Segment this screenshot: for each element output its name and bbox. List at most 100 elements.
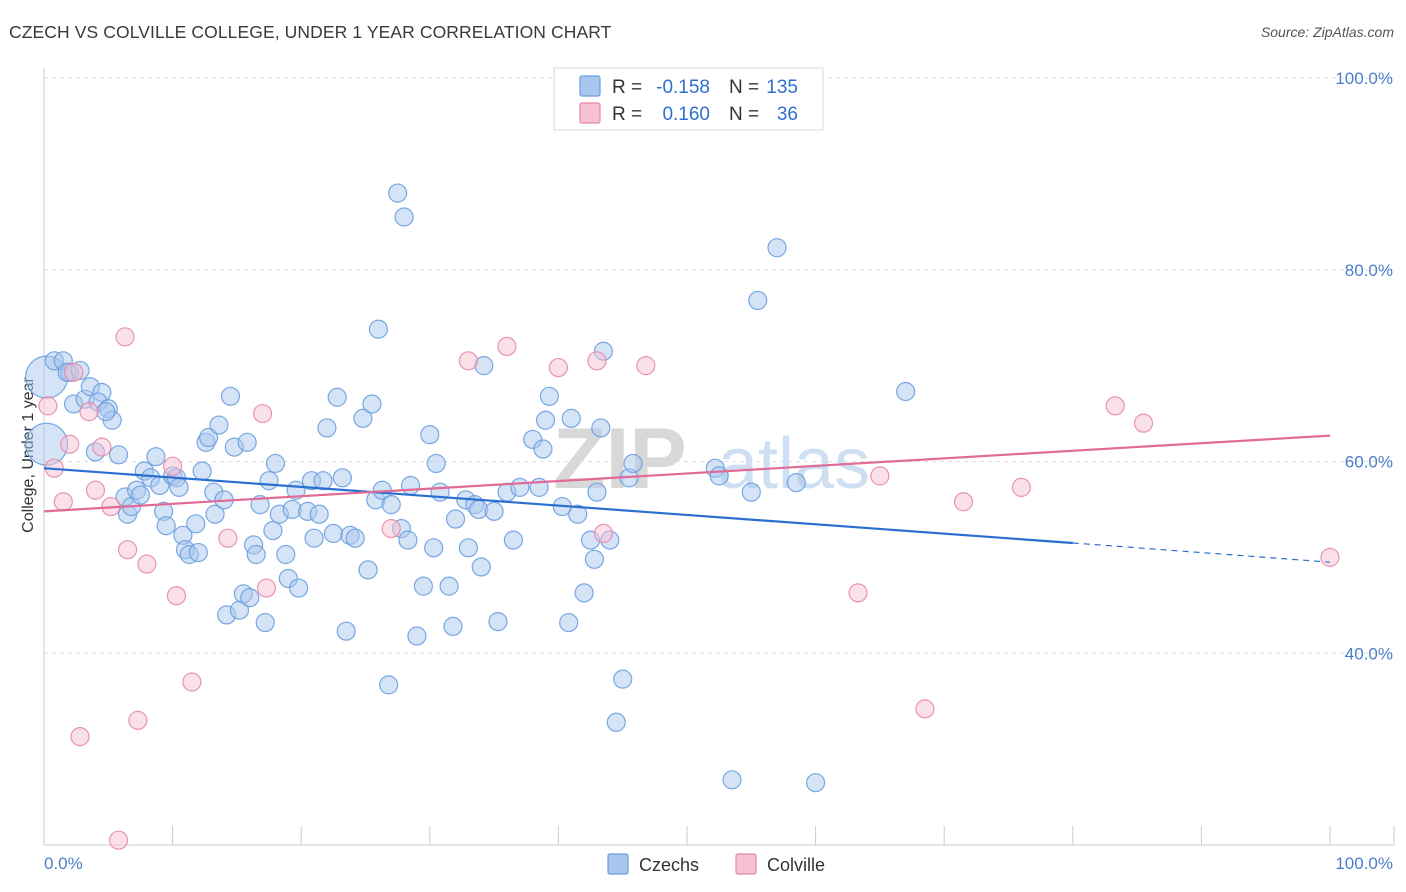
point-colville-35 xyxy=(1133,413,1154,433)
y-tick-label-3: 40.0% xyxy=(1345,644,1393,663)
point-czechs-54 xyxy=(259,471,279,491)
source-credit: Source: ZipAtlas.com xyxy=(1260,24,1394,40)
point-colville-18 xyxy=(218,528,238,548)
stats-swatch-czechs xyxy=(579,75,601,97)
y-tick-label-1: 80.0% xyxy=(1345,261,1393,280)
point-czechs-131 xyxy=(748,290,768,311)
grid-lines xyxy=(44,77,1394,654)
point-czechs-44 xyxy=(220,386,241,406)
point-czechs-116 xyxy=(568,504,588,524)
point-colville-13 xyxy=(128,710,148,730)
point-czechs-67 xyxy=(313,471,333,491)
point-czechs-114 xyxy=(559,612,579,633)
trend-line-czechs xyxy=(43,467,1073,545)
point-czechs-91 xyxy=(424,538,444,558)
point-czechs-107 xyxy=(510,477,530,497)
stats-r-value-colville: 0.160 xyxy=(662,104,710,125)
point-colville-21 xyxy=(381,519,401,539)
point-colville-14 xyxy=(137,554,157,574)
series-legend: Czechs Colville xyxy=(607,853,825,875)
point-czechs-90 xyxy=(420,425,440,445)
point-czechs-112 xyxy=(539,386,559,406)
point-czechs-40 xyxy=(205,504,225,524)
point-colville-12 xyxy=(115,327,135,347)
point-czechs-115 xyxy=(561,408,581,428)
point-czechs-36 xyxy=(192,461,212,481)
point-czechs-62 xyxy=(289,578,309,598)
legend-swatch-colville xyxy=(735,853,757,875)
point-colville-20 xyxy=(256,578,277,598)
point-czechs-34 xyxy=(186,514,206,534)
point-czechs-94 xyxy=(439,576,459,596)
y-tick-label-0: 100.0% xyxy=(1335,69,1393,88)
legend-label-czechs: Czechs xyxy=(639,855,699,875)
point-czechs-92 xyxy=(426,453,446,474)
point-czechs-110 xyxy=(533,439,553,459)
point-colville-24 xyxy=(548,357,569,378)
point-colville-32 xyxy=(953,492,974,512)
stats-n-value-colville: 36 xyxy=(777,104,798,125)
point-colville-26 xyxy=(593,523,614,544)
point-czechs-121 xyxy=(591,418,611,438)
point-czechs-21 xyxy=(130,485,151,505)
point-czechs-130 xyxy=(741,482,761,502)
point-czechs-66 xyxy=(309,504,329,524)
point-czechs-48 xyxy=(237,432,257,452)
point-czechs-81 xyxy=(379,675,399,695)
series-czechs-points xyxy=(24,183,916,793)
point-colville-31 xyxy=(915,699,935,719)
point-czechs-49 xyxy=(240,588,260,608)
point-czechs-51 xyxy=(246,544,266,565)
y-tick-label-2: 60.0% xyxy=(1345,453,1393,472)
point-czechs-124 xyxy=(606,712,626,732)
point-czechs-98 xyxy=(458,538,478,558)
series-colville-points xyxy=(38,68,1340,850)
point-czechs-79 xyxy=(368,319,388,339)
point-czechs-16 xyxy=(108,445,129,465)
legend-swatch-czechs xyxy=(607,853,629,875)
point-czechs-31 xyxy=(169,477,189,497)
point-colville-3 xyxy=(60,434,80,454)
point-czechs-136 xyxy=(709,466,729,486)
stats-swatch-colville xyxy=(579,102,601,124)
point-czechs-103 xyxy=(484,501,504,521)
point-czechs-69 xyxy=(323,523,343,544)
stats-n-value-czechs: 135 xyxy=(766,77,798,98)
point-colville-7 xyxy=(85,480,106,500)
point-colville-5 xyxy=(70,727,90,747)
point-czechs-133 xyxy=(786,472,806,493)
point-czechs-24 xyxy=(146,447,166,467)
point-czechs-111 xyxy=(535,410,556,430)
point-czechs-125 xyxy=(613,669,633,689)
point-colville-29 xyxy=(848,583,868,603)
point-colville-2 xyxy=(53,492,73,512)
point-czechs-14 xyxy=(96,402,116,422)
point-czechs-83 xyxy=(388,183,408,203)
point-czechs-117 xyxy=(574,583,594,603)
point-colville-34 xyxy=(1105,396,1125,416)
point-czechs-77 xyxy=(362,394,382,414)
point-czechs-75 xyxy=(353,408,373,428)
point-czechs-38 xyxy=(199,427,219,448)
point-colville-30 xyxy=(870,466,890,486)
point-czechs-27 xyxy=(156,516,176,536)
point-czechs-85 xyxy=(394,207,414,227)
trend-lines xyxy=(43,434,1331,563)
x-tick-marks xyxy=(43,826,1395,845)
point-czechs-41 xyxy=(209,415,229,435)
point-colville-15 xyxy=(163,456,183,476)
point-colville-16 xyxy=(166,586,187,606)
stats-legend: R = -0.158 N = 135 R = 0.160 N = 36 xyxy=(553,67,824,131)
point-czechs-53 xyxy=(255,612,275,633)
point-czechs-127 xyxy=(623,453,643,474)
point-czechs-87 xyxy=(400,475,421,496)
point-czechs-96 xyxy=(445,509,466,529)
point-colville-0 xyxy=(38,396,58,416)
point-czechs-88 xyxy=(407,626,427,646)
point-colville-4 xyxy=(63,362,84,382)
point-colville-23 xyxy=(497,336,517,357)
x-tick-label-max: 100.0% xyxy=(1335,854,1393,873)
point-czechs-135 xyxy=(896,381,916,402)
point-czechs-104 xyxy=(488,612,508,632)
